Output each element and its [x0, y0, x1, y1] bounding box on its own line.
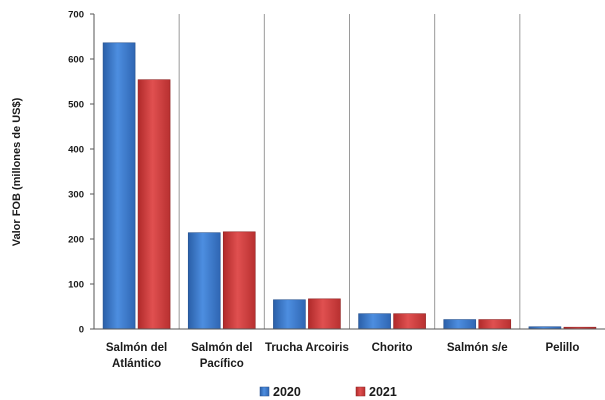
- y-tick-label: 500: [68, 100, 84, 111]
- y-tick-label: 200: [68, 235, 84, 246]
- bar-2020: [443, 319, 477, 330]
- legend-label-2021: 2021: [369, 385, 397, 399]
- y-axis-label: Valor FOB (millones de US$): [11, 97, 23, 246]
- x-tick-label: Salmón del: [106, 342, 167, 354]
- y-tick-label: 400: [68, 145, 84, 156]
- y-tick-label: 700: [68, 10, 84, 21]
- bar-2020: [273, 299, 306, 330]
- x-tick-label: Pelillo: [545, 342, 579, 354]
- bar-2020: [102, 42, 136, 330]
- x-tick-label: Salmón del: [191, 342, 252, 354]
- x-tick-label: Trucha Arcoiris: [265, 342, 349, 354]
- bar-2021: [222, 231, 256, 330]
- legend-swatch-2021: [355, 386, 366, 397]
- x-tick-label: Chorito: [372, 342, 413, 354]
- bar-2020: [187, 232, 221, 330]
- bar-2021: [137, 79, 171, 330]
- y-tick-label: 0: [79, 325, 84, 336]
- x-tick-label: Atlántico: [112, 358, 161, 370]
- bar-2021: [478, 319, 512, 330]
- y-tick-label: 600: [68, 55, 84, 66]
- y-tick-label: 300: [68, 190, 84, 201]
- bar-2020: [358, 313, 391, 330]
- legend-label-2020: 2020: [273, 385, 301, 399]
- bar-2021: [308, 298, 341, 330]
- x-tick-label: Pacífico: [200, 358, 244, 370]
- x-tick-label: Salmón s/e: [447, 342, 508, 354]
- y-tick-label: 100: [68, 280, 84, 291]
- legend-swatch-2020: [259, 386, 270, 397]
- bar-2021: [393, 313, 426, 330]
